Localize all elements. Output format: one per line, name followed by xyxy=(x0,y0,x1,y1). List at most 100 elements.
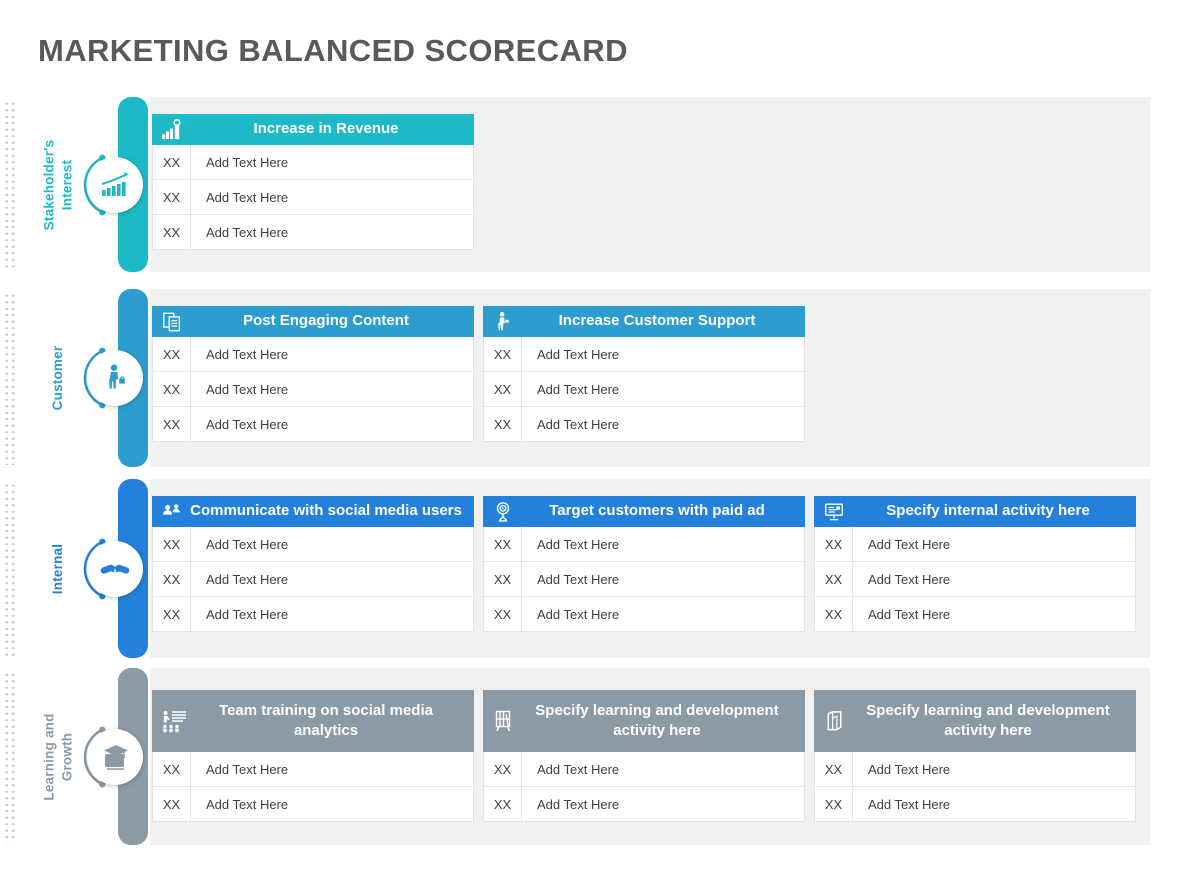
metric-code-cell[interactable]: XX xyxy=(153,527,191,561)
table-header: Post Engaging Content xyxy=(152,306,474,337)
metric-text-cell[interactable]: Add Text Here xyxy=(206,571,289,587)
metric-text-cell[interactable]: Add Text Here xyxy=(868,536,951,552)
table-row: XX Add Text Here xyxy=(484,527,804,561)
table-header: Team training on social media analytics xyxy=(152,690,474,752)
metric-text-cell[interactable]: Add Text Here xyxy=(206,761,289,777)
metric-code-cell[interactable]: XX xyxy=(153,562,191,596)
table-header: Increase Customer Support xyxy=(483,306,805,337)
metric-text-cell[interactable]: Add Text Here xyxy=(206,416,289,432)
scorecard-table: Target customers with paid ad XX Add Text… xyxy=(483,496,805,632)
section-badge xyxy=(87,350,143,406)
metric-code-cell[interactable]: XX xyxy=(815,562,853,596)
dotted-texture xyxy=(2,670,15,843)
table-title: Target customers with paid ad xyxy=(549,502,765,520)
book-graduation-icon xyxy=(99,741,131,773)
table-row: XX Add Text Here xyxy=(815,596,1135,631)
monitor-icon xyxy=(823,501,845,523)
metric-code-cell[interactable]: XX xyxy=(153,337,191,371)
table-title: Specify learning and development activit… xyxy=(866,701,1110,739)
table-title: Specify internal activity here xyxy=(886,502,1090,520)
metric-code-cell[interactable]: XX xyxy=(153,407,191,441)
table-row: XX Add Text Here xyxy=(153,596,473,631)
table-row: XX Add Text Here xyxy=(815,786,1135,821)
dotted-texture xyxy=(2,99,15,270)
metric-text-cell[interactable]: Add Text Here xyxy=(206,346,289,362)
metric-code-cell[interactable]: XX xyxy=(484,337,522,371)
metric-code-cell[interactable]: XX xyxy=(153,597,191,631)
scorecard-table: Post Engaging Content XX Add Text Here XX A… xyxy=(152,306,474,442)
metric-text-cell[interactable]: Add Text Here xyxy=(868,796,951,812)
section-stakeholders-interest: Stakeholder's Interest xyxy=(0,97,1180,272)
metric-code-cell[interactable]: XX xyxy=(153,372,191,406)
section-label: Internal xyxy=(50,543,66,594)
customer-person-icon xyxy=(492,311,514,333)
metric-text-cell[interactable]: Add Text Here xyxy=(206,796,289,812)
table-row: XX Add Text Here xyxy=(153,406,473,441)
section-label: Customer xyxy=(50,345,66,411)
metric-code-cell[interactable]: XX xyxy=(153,180,191,214)
metric-code-cell[interactable]: XX xyxy=(815,527,853,561)
table-title: Post Engaging Content xyxy=(243,312,409,330)
metric-code-cell[interactable]: XX xyxy=(153,215,191,249)
table-title: Increase Customer Support xyxy=(558,312,756,330)
table-title: Team training on social media analytics xyxy=(219,701,433,739)
metric-text-cell[interactable]: Add Text Here xyxy=(537,606,620,622)
table-row: XX Add Text Here xyxy=(153,561,473,596)
metric-text-cell[interactable]: Add Text Here xyxy=(537,346,620,362)
metric-text-cell[interactable]: Add Text Here xyxy=(537,381,620,397)
metric-code-cell[interactable]: XX xyxy=(484,527,522,561)
table-row: XX Add Text Here xyxy=(815,561,1135,596)
metric-text-cell[interactable]: Add Text Here xyxy=(206,154,289,170)
shopper-icon xyxy=(100,363,130,393)
metric-code-cell[interactable]: XX xyxy=(815,787,853,821)
metric-text-cell[interactable]: Add Text Here xyxy=(206,189,289,205)
table-header: Specify internal activity here xyxy=(814,496,1136,527)
bookshelf-icon xyxy=(492,709,516,733)
table-row: XX Add Text Here xyxy=(484,337,804,371)
metric-text-cell[interactable]: Add Text Here xyxy=(537,536,620,552)
metric-code-cell[interactable]: XX xyxy=(153,752,191,786)
metric-code-cell[interactable]: XX xyxy=(484,752,522,786)
metric-code-cell[interactable]: XX xyxy=(484,562,522,596)
growth-chart-icon xyxy=(99,169,131,201)
table-row: XX Add Text Here xyxy=(153,786,473,821)
scorecard-table: Increase Customer Support XX Add Text Her… xyxy=(483,306,805,442)
scorecard-table: Communicate with social media users XX Ad… xyxy=(152,496,474,632)
metric-text-cell[interactable]: Add Text Here xyxy=(206,224,289,240)
metric-text-cell[interactable]: Add Text Here xyxy=(868,761,951,777)
metric-code-cell[interactable]: XX xyxy=(153,787,191,821)
metric-code-cell[interactable]: XX xyxy=(153,145,191,179)
table-header: Target customers with paid ad xyxy=(483,496,805,527)
metric-code-cell[interactable]: XX xyxy=(484,372,522,406)
table-row: XX Add Text Here xyxy=(484,561,804,596)
table-row: XX Add Text Here xyxy=(153,371,473,406)
scorecard-table: Increase in Revenue XX Add Text Here XX Add… xyxy=(152,114,474,250)
metric-text-cell[interactable]: Add Text Here xyxy=(537,571,620,587)
metric-code-cell[interactable]: XX xyxy=(484,407,522,441)
metric-text-cell[interactable]: Add Text Here xyxy=(537,761,620,777)
table-row: XX Add Text Here xyxy=(484,371,804,406)
metric-text-cell[interactable]: Add Text Here xyxy=(206,606,289,622)
metric-text-cell[interactable]: Add Text Here xyxy=(206,381,289,397)
metric-code-cell[interactable]: XX xyxy=(484,597,522,631)
page-title: MARKETING BALANCED SCORECARD xyxy=(38,33,628,68)
table-row: XX Add Text Here xyxy=(484,752,804,786)
metric-code-cell[interactable]: XX xyxy=(815,597,853,631)
dotted-texture xyxy=(2,291,15,465)
section-label: Stakeholder's Interest xyxy=(41,139,74,230)
metric-code-cell[interactable]: XX xyxy=(484,787,522,821)
section-label: Learning and Growth xyxy=(41,712,74,801)
metric-text-cell[interactable]: Add Text Here xyxy=(868,571,951,587)
table-row: XX Add Text Here xyxy=(153,145,473,179)
metric-code-cell[interactable]: XX xyxy=(815,752,853,786)
scorecard-table: Specify learning and development activit… xyxy=(814,690,1136,822)
metric-text-cell[interactable]: Add Text Here xyxy=(537,416,620,432)
metric-text-cell[interactable]: Add Text Here xyxy=(537,796,620,812)
table-title: Specify learning and development activit… xyxy=(535,701,779,739)
metric-text-cell[interactable]: Add Text Here xyxy=(868,606,951,622)
section-learning-growth: Learning and Growth xyxy=(0,668,1180,845)
target-icon xyxy=(492,501,514,523)
table-row: XX Add Text Here xyxy=(815,752,1135,786)
table-row: XX Add Text Here xyxy=(153,527,473,561)
metric-text-cell[interactable]: Add Text Here xyxy=(206,536,289,552)
